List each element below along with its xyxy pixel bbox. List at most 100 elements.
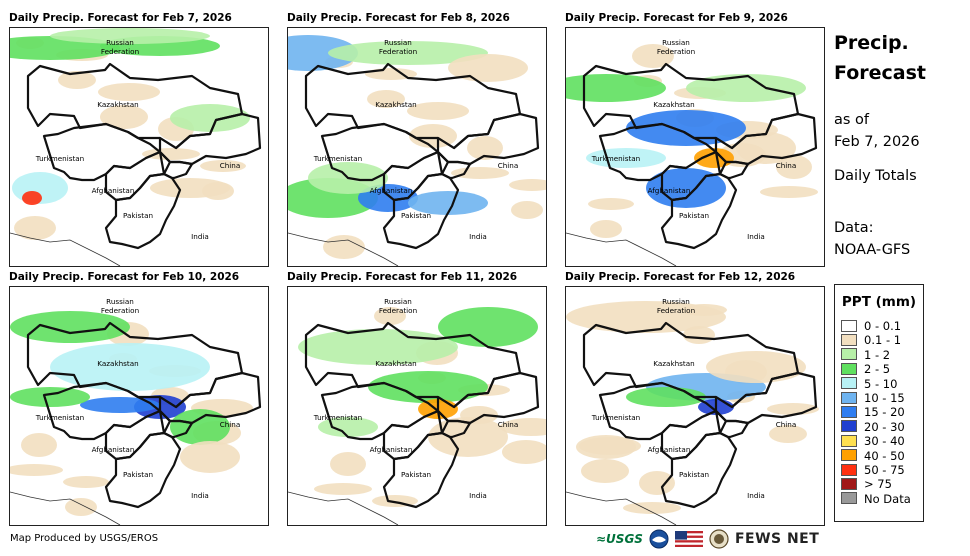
legend-swatch	[841, 492, 857, 505]
precip-area	[736, 132, 796, 164]
legend-swatch	[841, 434, 857, 447]
legend-item: > 75	[841, 477, 892, 491]
country-label: Afghanistan	[647, 445, 691, 454]
data-source-value: NOAA-GFS	[834, 242, 911, 258]
drizzle-field	[467, 136, 503, 160]
drizzle-field	[632, 44, 674, 68]
country-label: Russian	[106, 297, 134, 306]
legend-swatch	[841, 319, 857, 332]
map-canvas	[288, 307, 546, 525]
data-source: Data: NOAA-GFS	[834, 217, 910, 261]
legend-label: 0 - 0.1	[864, 319, 902, 333]
precip-area	[358, 184, 418, 212]
precip-area	[180, 441, 240, 473]
legend-label: 20 - 30	[864, 419, 905, 434]
panel-title-2: Daily Precip. Forecast for Feb 8, 2026	[287, 12, 510, 24]
legend-swatch	[841, 362, 857, 375]
legend-swatch	[841, 333, 857, 346]
drizzle-field	[511, 201, 543, 219]
country-label: Turkmenistan	[591, 413, 641, 422]
country-label: Turkmenistan	[35, 413, 85, 422]
country-label: Kazakhstan	[653, 100, 695, 109]
drizzle-field	[776, 155, 812, 179]
country-border	[660, 172, 738, 250]
country-label: Pakistan	[122, 211, 154, 220]
precip-area	[10, 387, 90, 407]
usda-seal-icon	[709, 529, 729, 549]
country-label: Russian	[662, 297, 690, 306]
precip-area	[576, 435, 636, 459]
legend-item: 15 - 20	[841, 405, 905, 419]
legend-swatch	[841, 463, 857, 476]
precip-area	[428, 417, 508, 457]
panel-title-5: Daily Precip. Forecast for Feb 11, 2026	[287, 271, 518, 283]
legend-swatch	[841, 477, 857, 490]
drizzle-field	[588, 198, 634, 210]
forecast-title: Precip. Forecast	[834, 28, 926, 88]
map-canvas	[566, 301, 819, 525]
drizzle-field	[98, 83, 160, 101]
legend-swatch	[841, 405, 857, 418]
legend-label: 15 - 20	[864, 405, 905, 420]
legend-item: 50 - 75	[841, 463, 905, 477]
drizzle-field	[769, 425, 807, 443]
drizzle-field	[639, 471, 675, 495]
country-label: Afghanistan	[91, 186, 135, 195]
coastline	[566, 232, 677, 266]
map-canvas	[566, 44, 818, 266]
country-label: India	[747, 491, 765, 500]
panel-title-1: Daily Precip. Forecast for Feb 7, 2026	[9, 12, 232, 24]
panel-title-6: Daily Precip. Forecast for Feb 12, 2026	[565, 271, 796, 283]
country-border	[104, 431, 182, 509]
country-label: Afghanistan	[369, 445, 413, 454]
country-label: Pakistan	[400, 211, 432, 220]
country-border	[436, 409, 472, 439]
precip-area	[694, 148, 734, 168]
precip-area	[646, 168, 726, 208]
precip-area	[566, 301, 726, 333]
country-label: China	[497, 420, 519, 429]
precip-area	[150, 178, 230, 198]
country-label: Russian	[662, 38, 690, 47]
drizzle-field	[502, 440, 546, 464]
country-border	[436, 150, 472, 180]
legend-label: 5 - 10	[864, 376, 898, 391]
drizzle-field	[65, 498, 97, 516]
drizzle-field	[367, 90, 405, 108]
precip-area	[448, 54, 528, 82]
coastline	[288, 232, 399, 266]
map-canvas	[10, 311, 262, 525]
country-label: China	[219, 161, 241, 170]
country-border	[714, 409, 750, 439]
forecast-title-line2: Forecast	[834, 62, 926, 84]
drizzle-field	[142, 148, 200, 160]
country-label: Afghanistan	[91, 445, 135, 454]
country-label: Federation	[656, 306, 696, 315]
country-label: Pakistan	[122, 470, 154, 479]
legend-item: 0 - 0.1	[841, 319, 901, 333]
country-label: India	[191, 491, 209, 500]
country-label: Turkmenistan	[313, 413, 363, 422]
legend-swatch	[841, 420, 857, 433]
country-border	[104, 172, 182, 250]
map-panel-5: Russian Federation Kazakhstan Turkmenistan C…	[287, 286, 547, 526]
precip-area	[626, 110, 746, 146]
country-label: Kazakhstan	[97, 359, 139, 368]
legend-label: 50 - 75	[864, 463, 905, 477]
legend-label: 1 - 2	[864, 347, 891, 362]
country-label: Kazakhstan	[97, 100, 139, 109]
drizzle-field	[407, 102, 469, 120]
noaa-logo-icon	[649, 529, 669, 549]
drizzle-field	[314, 483, 372, 495]
country-label: Pakistan	[400, 470, 432, 479]
legend-swatch	[841, 391, 857, 404]
as-of-date: as of Feb 7, 2026	[834, 109, 920, 153]
drizzle-field	[509, 179, 546, 191]
precip-area	[566, 74, 666, 102]
map-credit: Map Produced by USGS/EROS	[10, 533, 159, 544]
legend-item: 30 - 40	[841, 434, 905, 448]
fews-net-logo: FEWS NET	[734, 531, 820, 547]
map-canvas	[10, 28, 262, 266]
country-label: Russian	[384, 297, 412, 306]
precip-area	[170, 409, 230, 445]
